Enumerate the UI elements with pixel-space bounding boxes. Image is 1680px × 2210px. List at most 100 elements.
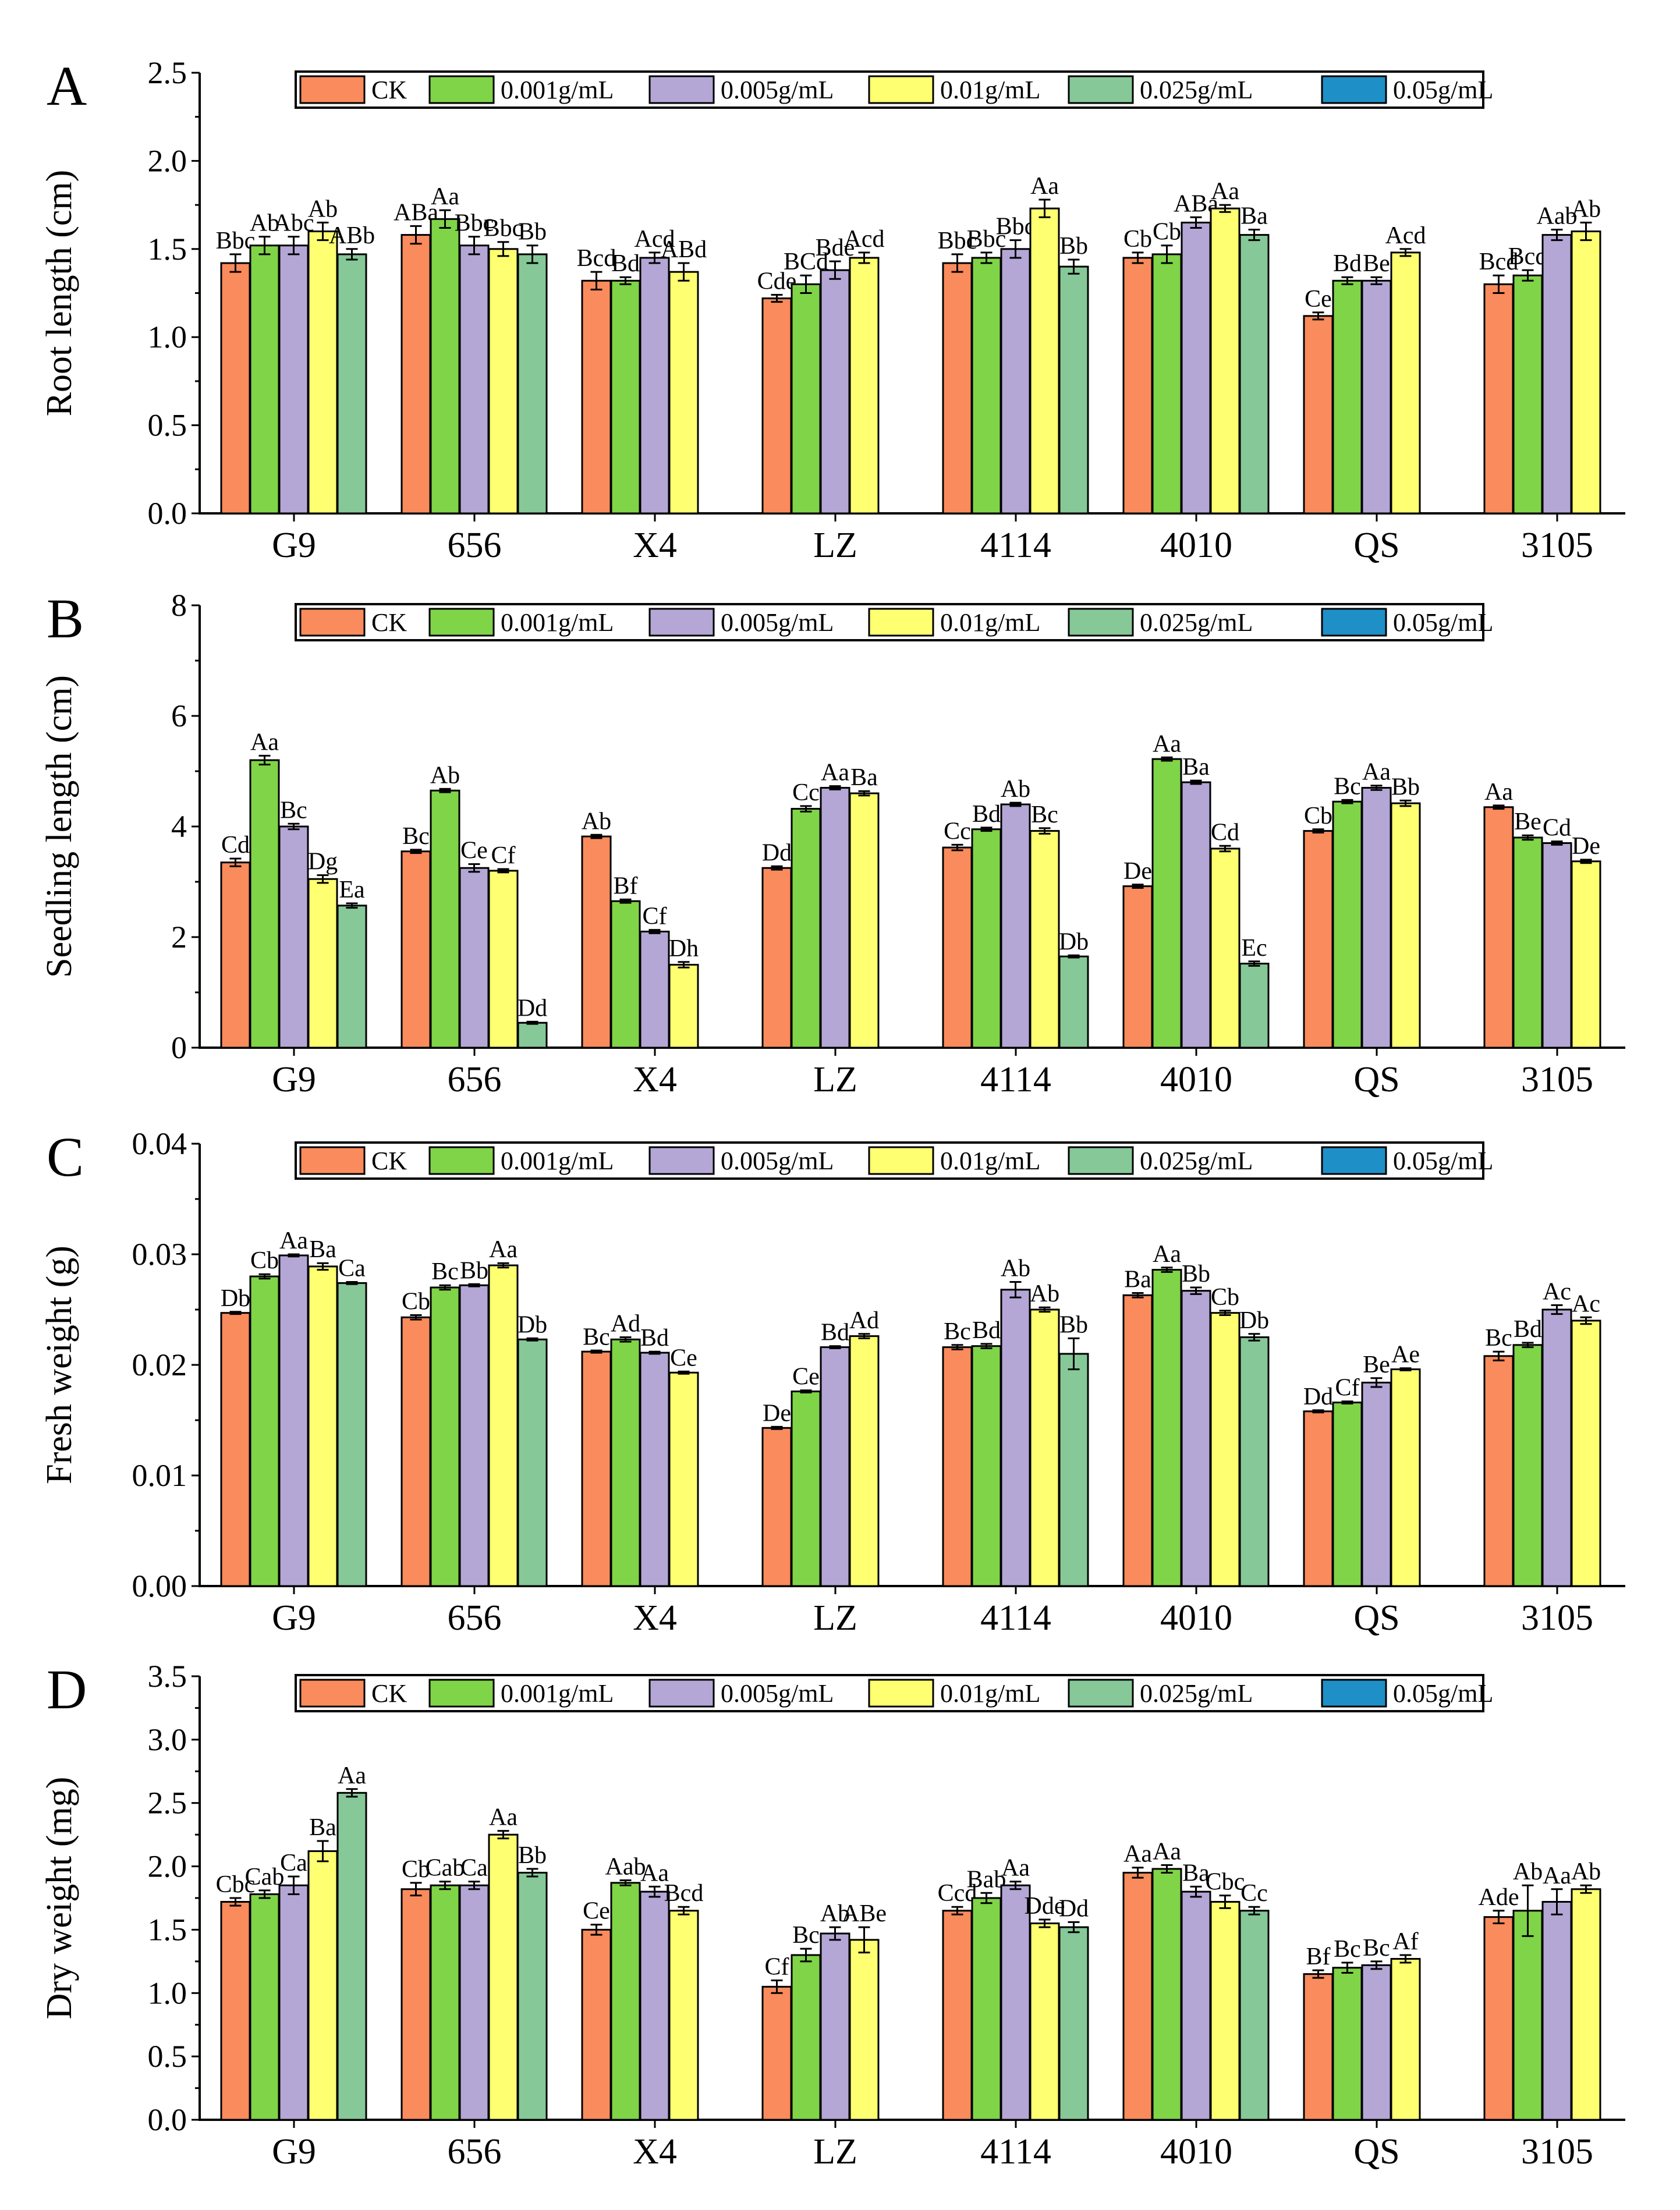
bar [820, 1346, 850, 1587]
y-tick-label: 0.04 [132, 1126, 187, 1161]
legend-swatch [428, 75, 495, 104]
bar [1483, 806, 1514, 1049]
significance-label: Dd [518, 995, 547, 1021]
x-tick-label: LZ [813, 1598, 857, 1638]
significance-label: Ce [1305, 286, 1332, 313]
bar [400, 234, 431, 515]
y-tick-label: 0.5 [148, 408, 187, 443]
bar [1000, 248, 1031, 515]
bar [336, 253, 367, 515]
bar [459, 867, 490, 1049]
legend-swatch [868, 1146, 934, 1175]
y-tick-label: 6 [171, 698, 187, 733]
bar [791, 1390, 821, 1587]
significance-label: ABd [661, 236, 707, 263]
legend-label: 0.01g/mL [940, 1147, 1040, 1175]
bar [1332, 1402, 1363, 1587]
significance-label: Bc [1334, 773, 1361, 800]
significance-label: Bcd [1508, 243, 1548, 270]
bar [1303, 315, 1334, 515]
bar [1512, 1344, 1543, 1587]
legend-swatch [868, 75, 934, 104]
significance-label: Ab [820, 1900, 850, 1927]
legend-label: 0.01g/mL [940, 1679, 1040, 1708]
x-tick-label: 656 [448, 526, 502, 565]
significance-label: Ba [1240, 203, 1268, 229]
chart-panel-d: D Dry weight (mg) 0.0 0.5 1.0 1.5 2.0 2.5 3.0 3.5… [40, 1658, 1625, 2172]
bar [1181, 1890, 1211, 2121]
x-tick-label: 4114 [980, 1598, 1051, 1638]
significance-label: Acd [635, 226, 675, 253]
significance-label: Bf [614, 872, 638, 899]
bar [400, 850, 431, 1049]
legend-label: 0.05g/mL [1393, 76, 1493, 104]
legend-swatch [299, 75, 366, 104]
legend-swatch [1321, 608, 1387, 637]
bar [517, 1871, 548, 2121]
significance-label: Aa [1153, 1241, 1181, 1268]
significance-label: Acd [1385, 222, 1426, 249]
bar [1303, 830, 1334, 1049]
significance-label: Bb [1059, 233, 1088, 260]
legend-label: 0.05g/mL [1393, 608, 1493, 637]
significance-label: Bc [1334, 1936, 1361, 1963]
significance-label: Ad [849, 1307, 879, 1334]
y-tick-label: 0.01 [132, 1458, 187, 1493]
bar [668, 964, 699, 1049]
bar [400, 1316, 431, 1587]
significance-label: Acd [844, 226, 885, 253]
significance-label: Bd [1514, 1316, 1542, 1343]
bar [1122, 257, 1153, 515]
bar [1122, 1871, 1153, 2121]
significance-label: Aab [1537, 203, 1578, 229]
significance-label: Cb [402, 1856, 430, 1883]
significance-label: Be [1514, 808, 1541, 835]
y-tick-label: 2 [171, 920, 187, 955]
bar [488, 248, 519, 515]
bar [1390, 1958, 1421, 2121]
bar [1058, 1353, 1089, 1587]
bar [1332, 279, 1363, 515]
bar [220, 1312, 251, 1587]
bar [430, 1884, 460, 2121]
significance-label: Bb [518, 219, 547, 246]
legend-label: 0.05g/mL [1393, 1147, 1493, 1175]
bar [336, 1792, 367, 2121]
significance-label: Bd [972, 801, 1001, 828]
bar [459, 1284, 490, 1587]
bar [488, 870, 519, 1049]
bar [1332, 1967, 1363, 2121]
bar [1029, 207, 1060, 515]
bar [1303, 1410, 1334, 1587]
panel-letter: A [47, 55, 87, 117]
significance-label: Bd [972, 1317, 1001, 1344]
chart-panel-c: C Fresh weight (g) 0.00 0.01 0.02 0.03 0.04 G9 D… [40, 1126, 1625, 1638]
significance-label: Ae [1391, 1342, 1420, 1368]
significance-label: Cb [1123, 226, 1152, 253]
bar [1239, 234, 1270, 515]
panel-letter: C [47, 1126, 84, 1188]
significance-label: Dd [1303, 1384, 1333, 1410]
x-tick-label: QS [1353, 526, 1399, 565]
bar [639, 1890, 670, 2121]
significance-label: De [1123, 858, 1152, 885]
x-tick-label: 4010 [1160, 2132, 1232, 2172]
significance-label: Cb [402, 1289, 430, 1315]
significance-label: Af [1392, 1928, 1418, 1955]
y-tick-label: 0.0 [148, 496, 187, 531]
significance-label: Bbc [938, 228, 977, 254]
significance-label: Ca [338, 1255, 366, 1282]
panel-letter: D [47, 1658, 87, 1721]
significance-label: Cb [1153, 219, 1181, 246]
bar [220, 1901, 251, 2121]
panel-letter: B [47, 587, 84, 650]
bar [791, 1954, 821, 2121]
significance-label: Ce [792, 1364, 820, 1390]
significance-label: Dh [669, 935, 699, 962]
y-tick-label: 3.5 [148, 1659, 187, 1694]
x-tick-label: 656 [448, 1060, 502, 1099]
bar [1239, 963, 1270, 1049]
x-tick-label: 4114 [980, 526, 1051, 565]
significance-label: Cd [1543, 815, 1571, 842]
x-tick-label: 3105 [1521, 1060, 1593, 1099]
